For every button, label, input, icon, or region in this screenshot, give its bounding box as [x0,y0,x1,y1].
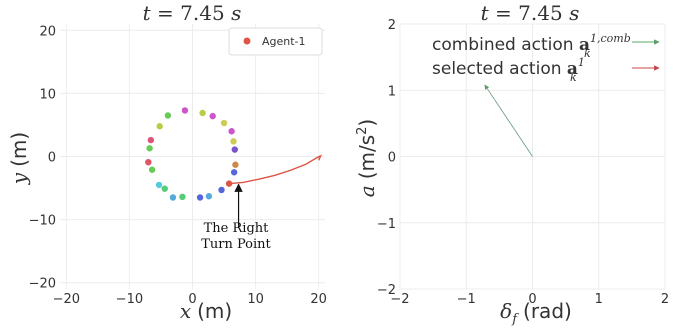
agent-point [164,112,172,119]
right-y-tick-label: 0 [388,151,396,166]
agent-point [232,161,239,168]
right-y-label: a(m/s2) [355,119,379,197]
agent-point [148,166,156,173]
agent-point [147,136,155,144]
agent-point [205,193,213,200]
legend-combined-action-label: combined action a1,comb [432,32,631,55]
right-y-tick-label: 1 [388,84,396,99]
agent-point [209,112,216,120]
agent-point [156,123,163,130]
agent-point [146,145,153,152]
agent-point [199,109,206,117]
agent-point [161,185,168,192]
agent-point [145,158,152,166]
agent-point [230,138,237,145]
right-y-tick-label: −2 [377,283,396,298]
right-x-tick-label: 1 [595,292,603,307]
right-x-ticks: −2 −1 0 1 2 [390,292,669,307]
left-y-tick-label: −10 [29,214,56,229]
right-y-tick-label: −1 [377,217,396,232]
left-x-label: x (m) [180,299,232,323]
right-x-tick-label: −2 [390,292,409,307]
agent-point [231,146,238,153]
right-y-tick-label: 2 [388,18,396,33]
legend-selected-action-label: selected action a1 [432,56,585,79]
agent-point [225,180,233,187]
left-y-tick-label: −20 [29,277,56,292]
agent-point [220,119,228,127]
left-x-tick-label: 0 [188,292,196,307]
right-legend: combined action a1,comb k selected actio… [432,32,660,84]
agent-ring-points [145,107,239,201]
left-legend: Agent-1 [228,27,323,56]
combined-action-arrow [484,84,533,157]
action-plot: −2 −1 0 1 2 −2 −1 0 1 2 t = 7.45 s δf (rad) a(m/s… [355,1,669,327]
left-y-ticks: −20 −10 0 10 20 [29,24,56,291]
right-y-ticks: −2 −1 0 1 2 [377,18,396,298]
agent-point [228,128,235,135]
agent-point [196,194,204,201]
left-x-tick-label: −20 [53,292,80,307]
right-turn-annotation-line2: Turn Point [201,237,271,252]
right-x-tick-label: 2 [661,292,669,307]
agent-point [181,107,189,114]
left-x-tick-label: 10 [247,292,264,307]
left-x-tick-label: 20 [310,292,327,307]
left-y-tick-label: 10 [39,87,56,102]
agent-point [155,181,163,189]
right-turn-annotation-line1: The Right [204,221,270,236]
legend-combined-action-subscript: k [584,47,591,60]
left-x-ticks: −20 −10 0 10 20 [53,292,327,307]
right-title: t = 7.45 s [481,1,580,25]
agent-point [230,169,238,176]
legend-agent-1-marker [243,37,251,45]
agent-point [179,193,186,201]
agent-point [169,194,177,201]
agent-trajectory-line [229,154,323,185]
left-y-tick-label: 20 [39,24,56,39]
legend-agent-1-label: Agent-1 [262,35,306,48]
legend-selected-action-subscript: k [570,71,577,84]
left-y-label: y(m) [7,132,31,185]
right-x-tick-label: 0 [528,292,536,307]
left-x-tick-label: −10 [116,292,143,307]
left-y-tick-label: 0 [48,151,56,166]
left-title: t = 7.45 s [143,1,242,25]
agent-point [218,186,225,194]
right-x-tick-label: −1 [457,292,476,307]
right-x-label: δf (rad) [500,299,572,326]
